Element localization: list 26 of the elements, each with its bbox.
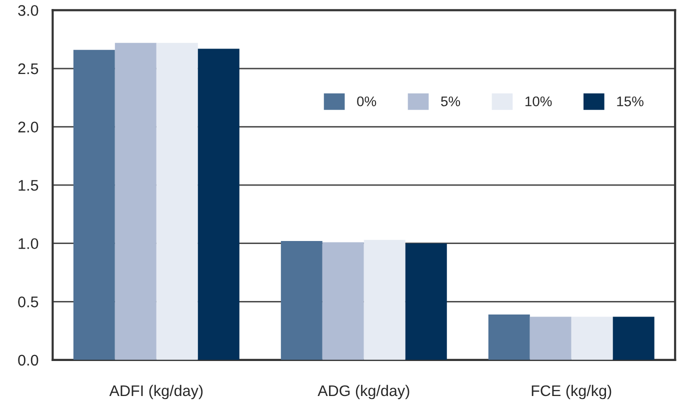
- bar: [612, 316, 654, 360]
- bar: [322, 242, 364, 360]
- y-tick-label: 1.0: [18, 238, 38, 250]
- bar: [156, 42, 198, 360]
- y-tick-label: 0.5: [18, 296, 38, 308]
- y-tick-label: 2.0: [18, 122, 38, 132]
- bar: [364, 240, 406, 360]
- y-tick-label: 1.5: [18, 180, 38, 191]
- y-tick-label: 3.0: [18, 5, 38, 16]
- legend-label: 5%: [441, 96, 460, 106]
- x-tick-label: ADFI (kg/day): [109, 384, 203, 400]
- bar: [488, 314, 530, 360]
- bar: [198, 48, 240, 360]
- y-tick-label: 0.0: [18, 354, 38, 366]
- bar: [114, 42, 156, 360]
- legend-label: 10%: [526, 96, 552, 106]
- bar: [405, 243, 447, 360]
- x-tick-label: FCE (kg/kg): [532, 384, 612, 400]
- legend-label: 15%: [617, 96, 644, 106]
- y-tick-label: 2.5: [18, 63, 38, 74]
- legend-label: 0%: [357, 96, 376, 106]
- bar: [280, 241, 322, 360]
- bar: [530, 316, 572, 360]
- bar: [73, 50, 115, 360]
- bar: [571, 316, 613, 360]
- x-tick-label: ADG (kg/day): [318, 384, 410, 400]
